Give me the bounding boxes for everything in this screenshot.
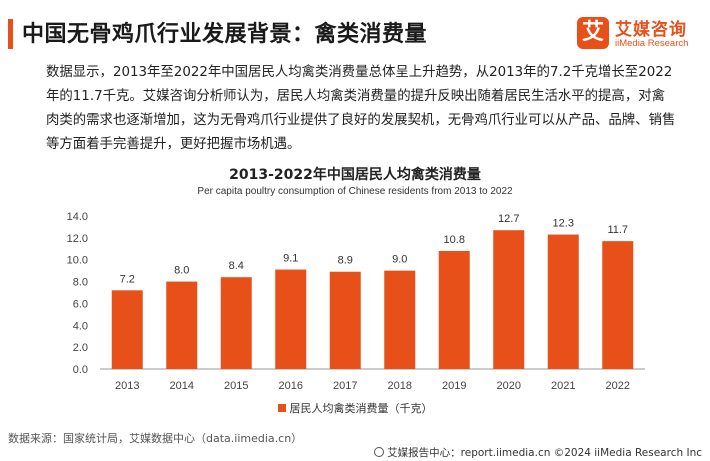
- x-tick-label: 2019: [442, 380, 466, 392]
- bar-data-label: 9.0: [392, 254, 407, 266]
- bar-data-label: 9.1: [283, 253, 298, 265]
- bar: [493, 230, 525, 369]
- bar-data-label: 11.7: [607, 224, 628, 236]
- x-tick-label: 2016: [279, 380, 303, 392]
- logo-subtitle: iiMedia Research: [615, 38, 689, 49]
- y-tick-label: 12.0: [67, 233, 88, 245]
- chart-legend: 居民人均禽类消费量（千克）: [0, 400, 710, 416]
- bar-chart: 0.0 2.0 4.0 6.0 8.0 10.0 12.0 14.0 7.2 2013 8.0 201…: [67, 211, 645, 392]
- x-tick-label: 2013: [115, 380, 139, 392]
- y-tick-label: 0.0: [73, 364, 88, 376]
- y-tick-label: 8.0: [73, 277, 88, 289]
- y-tick-label: 4.0: [73, 320, 88, 332]
- x-tick-label: 2018: [388, 380, 412, 392]
- bar-data-label: 8.0: [174, 265, 189, 277]
- x-tick-label: 2021: [551, 380, 575, 392]
- y-tick-label: 14.0: [67, 211, 88, 223]
- bar-data-label: 8.4: [229, 260, 244, 272]
- bar-data-label: 12.3: [553, 218, 574, 230]
- bar-data-label: 10.8: [444, 234, 465, 246]
- legend-swatch: [277, 404, 286, 412]
- title-accent-bar: [8, 19, 13, 49]
- bar: [329, 271, 361, 369]
- iimedia-logo: 艾 艾媒咨询 iiMedia Research: [577, 15, 705, 55]
- logo-mark-icon: 艾: [577, 17, 609, 49]
- bar-data-label: 8.9: [338, 255, 353, 267]
- x-tick-label: 2017: [333, 380, 357, 392]
- page-title: 中国无骨鸡爪行业发展背景：禽类消费量: [22, 22, 428, 47]
- bar: [438, 250, 470, 369]
- y-tick-label: 2.0: [73, 342, 88, 354]
- bar: [111, 290, 143, 369]
- bar: [384, 270, 416, 369]
- footer: 艾媒报告中心：report.iimedia.cn ©2024 iiMedia R…: [374, 445, 702, 460]
- x-tick-label: 2014: [170, 380, 194, 392]
- chart-title: 2013-2022年中国居民人均禽类消费量: [229, 167, 481, 183]
- x-tick-label: 2020: [497, 380, 521, 392]
- footer-text: 艾媒报告中心：report.iimedia.cn ©2024 iiMedia R…: [387, 447, 702, 459]
- bar-data-label: 7.2: [120, 273, 135, 285]
- logo-name: 艾媒咨询: [615, 20, 687, 40]
- x-tick-label: 2015: [224, 380, 248, 392]
- bar: [166, 281, 198, 369]
- bar-data-label: 12.7: [498, 213, 519, 225]
- bar: [547, 234, 579, 369]
- data-source: 数据来源：国家统计局，艾媒数据中心（data.iimedia.cn）: [8, 432, 303, 445]
- y-tick-label: 6.0: [73, 298, 88, 310]
- bar: [220, 277, 252, 369]
- report-center-icon: [374, 447, 385, 457]
- bar: [602, 241, 634, 369]
- x-tick-label: 2022: [606, 380, 630, 392]
- y-tick-label: 10.0: [67, 255, 88, 267]
- bar: [275, 269, 307, 369]
- legend-label: 居民人均禽类消费量（千克）: [289, 402, 433, 415]
- chart-subtitle: Per capita poultry consumption of Chines…: [197, 186, 513, 197]
- description-paragraph: 数据显示，2013年至2022年中国居民人均禽类消费量总体呈上升趋势，从2013…: [46, 65, 676, 152]
